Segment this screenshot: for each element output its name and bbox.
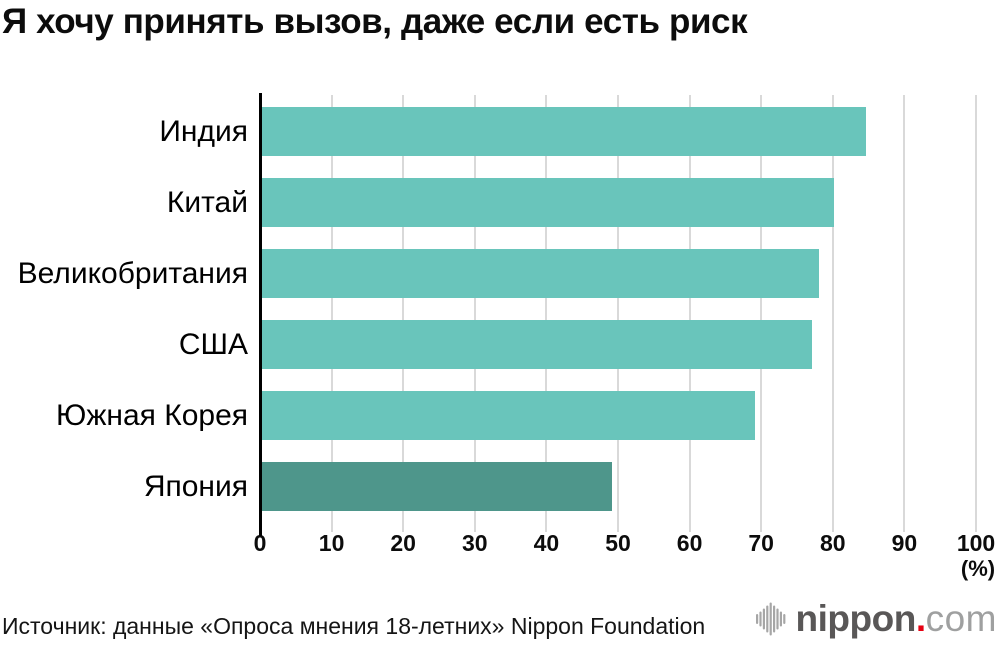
x-tick-label: 70 bbox=[748, 530, 774, 556]
bar bbox=[261, 462, 612, 511]
gridline bbox=[402, 95, 405, 532]
source-caption: Источник: данные «Опроса мнения 18-летни… bbox=[2, 613, 706, 639]
x-tick-label: 10 bbox=[318, 530, 345, 556]
x-tick-label: 20 bbox=[390, 530, 416, 556]
category-label: США bbox=[178, 328, 248, 361]
category-label: Южная Корея bbox=[56, 399, 248, 432]
gridline bbox=[330, 95, 333, 532]
soundwave-icon bbox=[755, 602, 785, 636]
gridline bbox=[903, 95, 906, 532]
logo-name: nippon bbox=[795, 598, 917, 639]
x-tick-label: 60 bbox=[676, 530, 703, 556]
gridline bbox=[760, 95, 763, 532]
gridline bbox=[545, 95, 548, 532]
plot-area bbox=[259, 93, 977, 536]
bar bbox=[261, 249, 820, 298]
x-tick-label: 50 bbox=[605, 530, 631, 556]
logo-brand-text: nippon.com bbox=[795, 598, 997, 640]
x-tick-label: 100 bbox=[956, 530, 996, 556]
bar bbox=[261, 391, 756, 440]
nippon-logo: nippon.com bbox=[755, 598, 997, 640]
gridline bbox=[975, 95, 977, 532]
bar bbox=[261, 107, 867, 156]
bar bbox=[261, 178, 834, 227]
chart-title: Я хочу принять вызов, даже если есть рис… bbox=[2, 2, 748, 41]
bar bbox=[261, 320, 813, 369]
x-tick-label: 0 bbox=[253, 530, 267, 556]
gridline bbox=[688, 95, 691, 532]
x-tick-label: 90 bbox=[891, 530, 918, 556]
gridline bbox=[831, 95, 834, 532]
x-tick-label: 30 bbox=[462, 530, 488, 556]
logo-dot: . bbox=[915, 598, 926, 639]
gridline bbox=[617, 95, 619, 532]
category-label: Индия bbox=[159, 115, 248, 148]
x-tick-label: 40 bbox=[533, 530, 560, 556]
logo-tld: com bbox=[925, 598, 997, 639]
category-label: Япония bbox=[143, 470, 248, 503]
category-label: Великобритания bbox=[17, 257, 248, 290]
category-label: Китай bbox=[166, 186, 248, 219]
x-tick-label: 80 bbox=[820, 530, 846, 556]
gridline bbox=[473, 95, 476, 532]
y-axis-line bbox=[259, 93, 262, 536]
x-axis-unit: (%) bbox=[960, 556, 996, 581]
